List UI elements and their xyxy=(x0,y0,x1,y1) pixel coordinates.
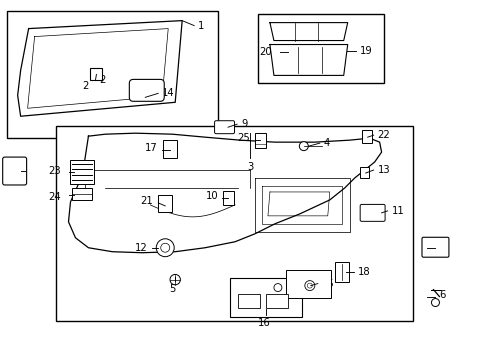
Circle shape xyxy=(273,284,281,292)
Text: 21: 21 xyxy=(140,196,153,206)
Text: 25: 25 xyxy=(237,133,249,143)
FancyBboxPatch shape xyxy=(129,80,164,101)
Bar xyxy=(7,11,218,138)
Bar xyxy=(265,293,287,307)
Circle shape xyxy=(306,283,312,288)
Text: 16: 16 xyxy=(257,319,270,328)
Text: 3: 3 xyxy=(246,162,253,172)
Text: 13: 13 xyxy=(377,165,389,175)
Text: 8: 8 xyxy=(439,241,445,251)
Bar xyxy=(223,191,234,205)
Bar xyxy=(56,126,412,321)
Text: 23: 23 xyxy=(48,166,61,176)
Bar xyxy=(334,262,348,282)
Text: 9: 9 xyxy=(241,119,247,129)
Bar xyxy=(361,130,371,143)
Bar xyxy=(238,293,260,307)
Text: 18: 18 xyxy=(357,267,369,276)
Bar xyxy=(72,188,92,200)
Bar xyxy=(163,140,177,158)
Text: 1: 1 xyxy=(198,21,204,31)
Circle shape xyxy=(170,274,180,285)
FancyBboxPatch shape xyxy=(2,157,26,185)
Text: 2: 2 xyxy=(99,75,105,85)
Circle shape xyxy=(161,243,169,252)
Text: 4: 4 xyxy=(323,138,329,148)
FancyBboxPatch shape xyxy=(360,204,385,221)
Text: 17: 17 xyxy=(144,143,157,153)
Text: 24: 24 xyxy=(48,192,61,202)
Text: 12: 12 xyxy=(134,243,147,253)
FancyBboxPatch shape xyxy=(214,121,234,134)
Text: 10: 10 xyxy=(205,191,218,201)
Circle shape xyxy=(430,298,439,306)
Text: 15: 15 xyxy=(321,279,334,289)
Text: 14: 14 xyxy=(162,88,175,98)
Circle shape xyxy=(299,141,308,150)
Text: 19: 19 xyxy=(359,45,372,55)
Text: 11: 11 xyxy=(391,206,404,216)
Bar xyxy=(254,133,265,148)
Bar xyxy=(229,278,301,318)
Text: 5: 5 xyxy=(169,284,175,294)
Bar xyxy=(158,195,172,212)
Text: 2: 2 xyxy=(82,81,89,91)
Bar xyxy=(90,68,102,80)
Circle shape xyxy=(304,280,314,291)
Circle shape xyxy=(156,239,174,257)
Bar xyxy=(285,270,330,298)
Text: 20: 20 xyxy=(259,48,271,58)
Text: 7: 7 xyxy=(5,168,11,178)
Bar xyxy=(258,14,383,84)
Text: 6: 6 xyxy=(439,289,445,300)
Text: 22: 22 xyxy=(377,130,389,140)
FancyBboxPatch shape xyxy=(421,237,448,257)
Bar xyxy=(70,160,94,184)
Bar xyxy=(359,167,368,178)
